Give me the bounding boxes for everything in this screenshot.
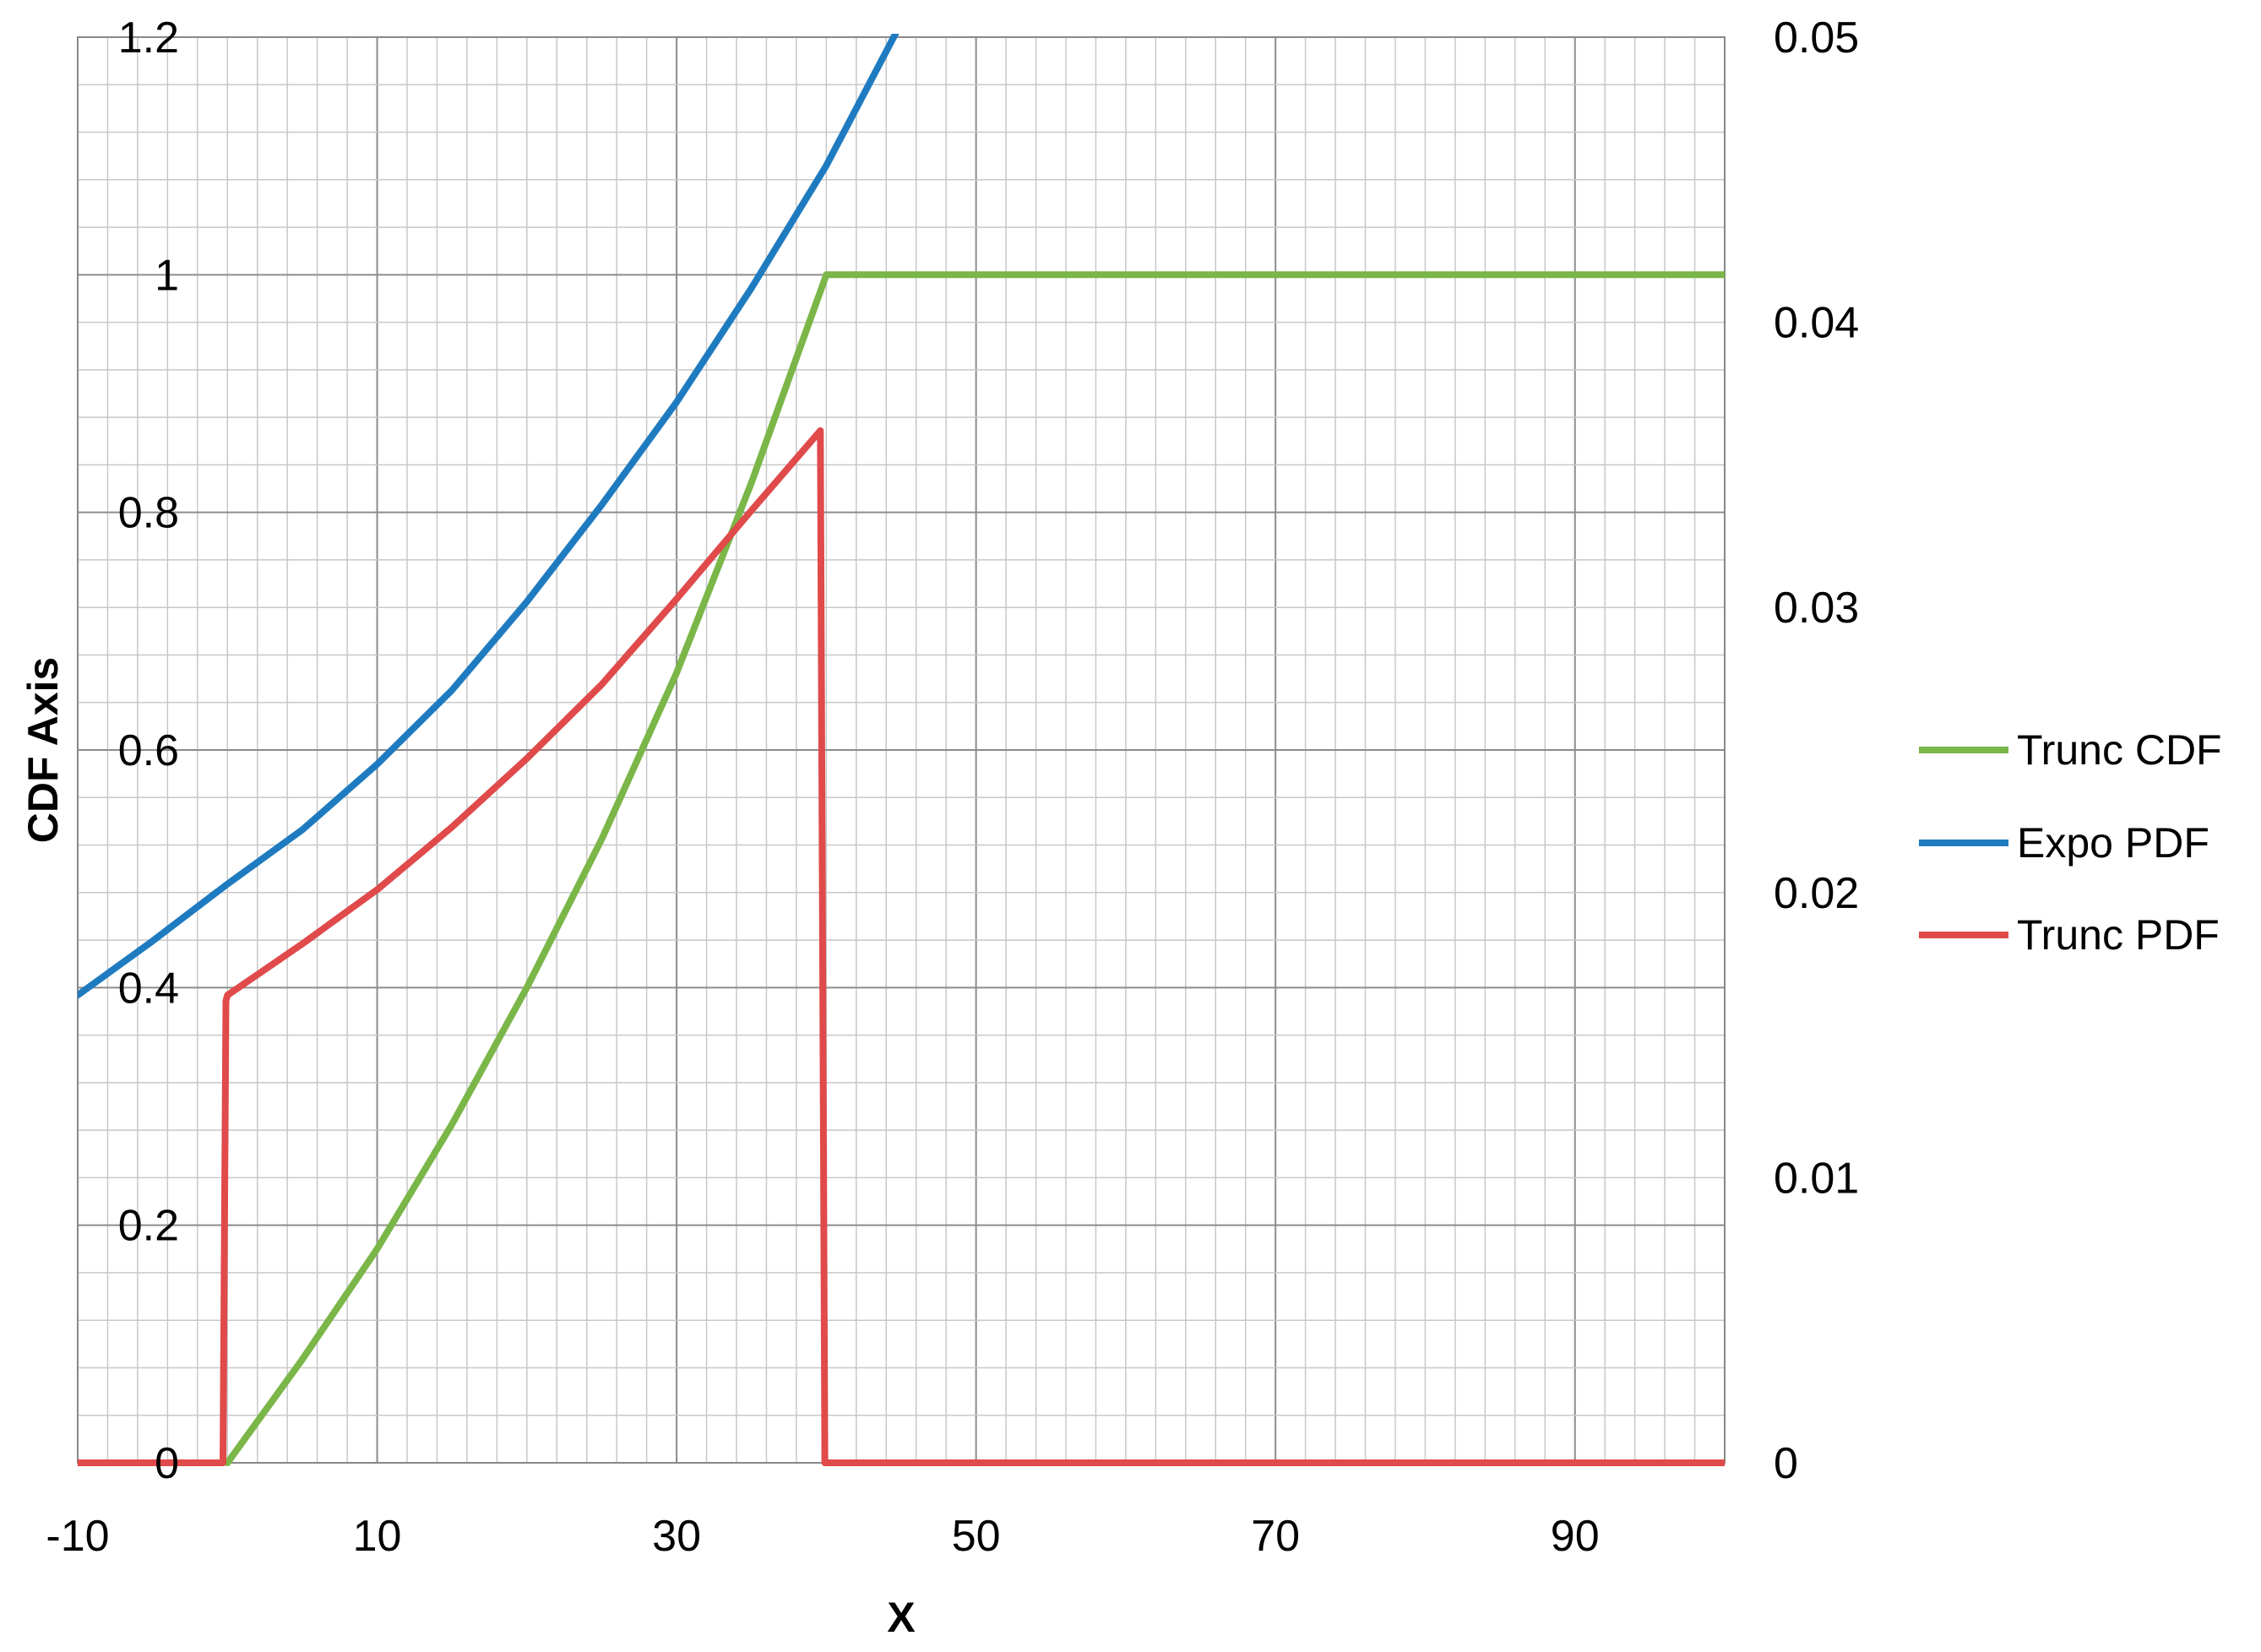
x-axis-title: X xyxy=(887,1594,915,1641)
legend-label: Trunc PDF xyxy=(2017,911,2220,959)
x-axis-tick-label: 50 xyxy=(952,1512,1001,1561)
chart-grid xyxy=(77,36,1726,1464)
left-axis-tick-label: 0.8 xyxy=(118,489,179,538)
x-axis-tick-labels: -10 10 30 50 70 90 xyxy=(46,1512,1599,1561)
x-axis-tick-label: 10 xyxy=(353,1512,402,1561)
x-axis-tick-label: -10 xyxy=(46,1512,109,1561)
x-axis-tick-label: 30 xyxy=(652,1512,701,1561)
left-axis-tick-label: 1 xyxy=(155,251,179,300)
legend-label: Trunc CDF xyxy=(2017,726,2222,774)
right-axis-tick-label: 0.05 xyxy=(1774,14,1859,62)
right-axis-tick-label: 0.01 xyxy=(1774,1154,1859,1203)
left-axis-tick-label: 0.6 xyxy=(118,726,179,775)
left-axis-tick-labels: 0 0.2 0.4 0.6 0.8 1 1.2 xyxy=(118,14,179,1488)
right-axis-tick-label: 0.04 xyxy=(1774,299,1859,348)
right-axis-tick-label: 0.02 xyxy=(1774,869,1859,918)
y-axis-title: CDF Axis xyxy=(19,657,67,843)
left-axis-tick-label: 0.2 xyxy=(118,1202,179,1251)
series-line-trunc-cdf xyxy=(224,271,1725,1466)
right-axis-tick-labels: 0 0.01 0.02 0.03 0.04 0.05 xyxy=(1774,14,1859,1488)
x-axis-tick-label: 70 xyxy=(1251,1512,1300,1561)
right-axis-tick-label: 0 xyxy=(1774,1439,1798,1488)
left-axis-tick-label: 1.2 xyxy=(118,14,179,62)
x-axis-tick-label: 90 xyxy=(1551,1512,1600,1561)
left-axis-tick-label: 0.4 xyxy=(118,964,179,1013)
right-axis-tick-label: 0.03 xyxy=(1774,584,1859,633)
left-axis-tick-label: 0 xyxy=(155,1439,179,1488)
legend-label: Expo PDF xyxy=(2017,819,2209,867)
series-line-trunc-pdf xyxy=(78,427,1725,1466)
legend: Trunc CDF Expo PDF Trunc PDF xyxy=(1919,726,2222,959)
series-layer xyxy=(78,34,1725,1466)
series-line-expo-pdf xyxy=(78,34,900,999)
